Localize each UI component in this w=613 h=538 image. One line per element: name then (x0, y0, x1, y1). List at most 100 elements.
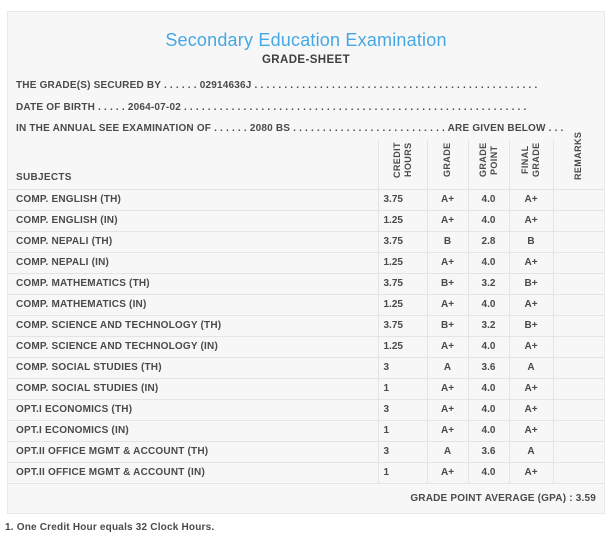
table-row: COMP. NEPALI (IN) 1.25 A+ 4.0 A+ (8, 252, 604, 274)
final-grade-cell: A+ (508, 462, 553, 484)
remarks-cell (552, 294, 604, 316)
table-row: OPT.II OFFICE MGMT & ACCOUNT (IN) 1 A+ 4.0 A… (8, 462, 604, 484)
credit-hours-cell: 1.25 (377, 294, 427, 316)
candidate-info: THE GRADE(S) SECURED BY . . . . . . 0291… (8, 75, 604, 140)
subject-cell: COMP. NEPALI (IN) (8, 252, 378, 274)
grade-label: GRADE (442, 142, 452, 177)
final-grade-label: FINAL GRADE (520, 142, 541, 177)
table-row: COMP. SCIENCE AND TECHNOLOGY (TH) 3.75 B+ 3… (8, 315, 604, 337)
table-row: COMP. SOCIAL STUDIES (IN) 1 A+ 4.0 A+ (8, 378, 604, 400)
date-of-birth-line: DATE OF BIRTH . . . . . 2064-07-02 . . .… (16, 101, 527, 113)
credit-hours-cell: 3.75 (377, 273, 427, 295)
final-grade-cell: A (508, 357, 553, 379)
grade-point-cell: 4.0 (467, 294, 509, 316)
subject-cell: COMP. ENGLISH (IN) (8, 210, 378, 232)
grades-table-head: SUBJECTS CREDIT HOURS GRADE GRADE POINT … (8, 131, 604, 190)
examination-line: IN THE ANNUAL SEE EXAMINATION OF . . . .… (16, 123, 564, 134)
col-header-remarks: REMARKS (552, 131, 604, 190)
secured-by-line: THE GRADE(S) SECURED BY . . . . . . 0291… (16, 80, 538, 91)
remarks-label: REMARKS (573, 131, 584, 180)
grade-cell: A+ (426, 210, 468, 232)
grade-point-cell: 3.6 (467, 441, 509, 463)
grade-cell: A+ (426, 378, 468, 400)
final-grade-cell: A+ (508, 420, 553, 442)
credit-hours-cell: 3 (377, 357, 427, 379)
grade-point-cell: 4.0 (467, 462, 509, 484)
table-row: COMP. ENGLISH (TH) 3.75 A+ 4.0 A+ (8, 189, 604, 211)
col-header-grade-point: GRADE POINT (467, 139, 509, 190)
grade-point-cell: 3.2 (467, 315, 509, 337)
subject-cell: COMP. SCIENCE AND TECHNOLOGY (TH) (8, 315, 378, 337)
footnote: 1. One Credit Hour equals 32 Clock Hours… (5, 522, 215, 533)
final-grade-cell: A+ (508, 294, 553, 316)
table-row: OPT.II OFFICE MGMT & ACCOUNT (TH) 3 A 3.6 A (8, 441, 604, 463)
remarks-cell (552, 336, 604, 358)
table-row: COMP. SOCIAL STUDIES (TH) 3 A 3.6 A (8, 357, 604, 379)
remarks-cell (552, 231, 604, 253)
credit-hours-cell: 1.25 (377, 336, 427, 358)
final-grade-cell: A+ (508, 336, 553, 358)
remarks-cell (552, 378, 604, 400)
grade-point-cell: 4.0 (467, 252, 509, 274)
remarks-cell (552, 399, 604, 421)
col-header-subjects: SUBJECTS (8, 139, 378, 190)
subject-cell: OPT.II OFFICE MGMT & ACCOUNT (TH) (8, 441, 378, 463)
remarks-cell (552, 189, 604, 211)
col-header-grade: GRADE (426, 139, 468, 190)
grade-point-cell: 4.0 (467, 399, 509, 421)
remarks-cell (552, 441, 604, 463)
grade-cell: A (426, 441, 468, 463)
subject-cell: COMP. SCIENCE AND TECHNOLOGY (IN) (8, 336, 378, 358)
final-grade-cell: A+ (508, 252, 553, 274)
subject-cell: COMP. ENGLISH (TH) (8, 189, 378, 211)
grade-cell: A+ (426, 189, 468, 211)
table-row: COMP. SCIENCE AND TECHNOLOGY (IN) 1.25 A+ 4… (8, 336, 604, 358)
grade-point-cell: 4.0 (467, 189, 509, 211)
subject-cell: OPT.I ECONOMICS (IN) (8, 420, 378, 442)
final-grade-cell: A+ (508, 378, 553, 400)
grade-cell: B+ (426, 273, 468, 295)
gpa-value-label: GRADE POINT AVERAGE (GPA) : 3.59 (410, 492, 596, 504)
table-row: OPT.I ECONOMICS (TH) 3 A+ 4.0 A+ (8, 399, 604, 421)
grade-point-cell: 4.0 (467, 420, 509, 442)
credit-hours-cell: 1 (377, 420, 427, 442)
final-grade-cell: A+ (508, 189, 553, 211)
table-row: COMP. NEPALI (TH) 3.75 B 2.8 B (8, 231, 604, 253)
grade-point-cell: 4.0 (467, 336, 509, 358)
final-grade-cell: A+ (508, 399, 553, 421)
grade-point-cell: 4.0 (467, 210, 509, 232)
grade-point-cell: 2.8 (467, 231, 509, 253)
grades-table-body: COMP. ENGLISH (TH) 3.75 A+ 4.0 A+ COMP. ENGLI… (8, 189, 604, 484)
grade-point-cell: 3.6 (467, 357, 509, 379)
gradesheet-panel: Secondary Education Examination GRADE-SH… (7, 11, 605, 514)
grade-cell: A+ (426, 336, 468, 358)
grade-cell: A+ (426, 399, 468, 421)
grade-point-cell: 4.0 (467, 378, 509, 400)
credit-hours-cell: 3 (377, 399, 427, 421)
header-row: SUBJECTS CREDIT HOURS GRADE GRADE POINT … (8, 131, 604, 190)
remarks-cell (552, 252, 604, 274)
col-header-final-grade: FINAL GRADE (508, 139, 553, 190)
remarks-cell (552, 315, 604, 337)
credit-hours-cell: 3.75 (377, 189, 427, 211)
subject-cell: COMP. NEPALI (TH) (8, 231, 378, 253)
table-row: OPT.I ECONOMICS (IN) 1 A+ 4.0 A+ (8, 420, 604, 442)
credit-hours-cell: 3.75 (377, 315, 427, 337)
col-header-credit-hours: CREDIT HOURS (377, 139, 427, 190)
grade-cell: A+ (426, 462, 468, 484)
exam-title: Secondary Education Examination (165, 30, 447, 50)
credit-hours-cell: 1.25 (377, 210, 427, 232)
sheet-subtitle: GRADE-SHEET (261, 54, 351, 66)
credit-hours-cell: 3 (377, 441, 427, 463)
credit-hours-cell: 1 (377, 462, 427, 484)
remarks-cell (552, 273, 604, 295)
subject-cell: OPT.II OFFICE MGMT & ACCOUNT (IN) (8, 462, 378, 484)
grade-point-cell: 3.2 (467, 273, 509, 295)
subject-cell: COMP. SOCIAL STUDIES (IN) (8, 378, 378, 400)
credit-hours-cell: 3.75 (377, 231, 427, 253)
table-row: COMP. MATHEMATICS (TH) 3.75 B+ 3.2 B+ (8, 273, 604, 295)
subject-cell: COMP. SOCIAL STUDIES (TH) (8, 357, 378, 379)
final-grade-cell: B (508, 231, 553, 253)
credit-hours-cell: 1 (377, 378, 427, 400)
